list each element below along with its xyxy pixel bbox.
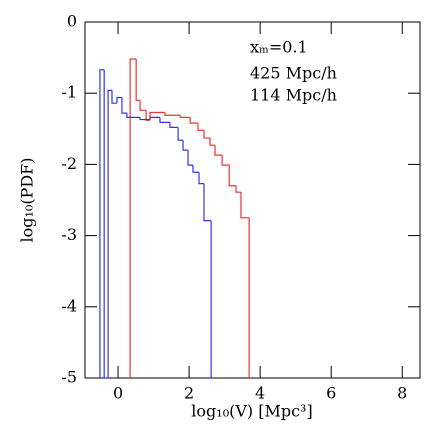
x-tick-label: 8 [397,384,407,403]
histogram-step [192,165,200,173]
histogram-step [111,90,117,104]
histogram-step [187,150,193,166]
histogram-step [169,122,179,128]
histogram-step [135,59,141,101]
y-tick-label: -3 [61,225,77,244]
legend-label: 425 Mpc/h [250,64,337,83]
x-tick-label: 6 [326,384,336,403]
histogram-step [159,117,170,123]
histogram-step [129,58,137,378]
histogram-step [179,115,191,119]
histogram-step [240,192,250,219]
histogram-step [203,130,211,139]
histogram-step [139,100,147,111]
histogram-step [116,96,122,104]
x-axis-label: log₁₀(V) [Mpc³] [191,402,312,421]
histogram-step [121,97,127,114]
histogram-step [214,145,223,156]
histogram-step [182,140,189,151]
histogram-step [107,89,112,378]
y-tick-label: -1 [61,83,77,102]
y-axis-label: log₁₀(PDF) [18,158,37,243]
y-tick-label: 0 [67,12,77,31]
histogram-step [149,116,160,120]
histogram-step [197,123,205,131]
x-tick-label: 2 [184,384,194,403]
annotation: xₘ=0.1 [250,38,308,57]
histogram-step [177,127,184,141]
histogram-step [198,172,205,185]
histogram-step [221,155,230,166]
x-tick-label: 0 [113,384,123,403]
histogram-step [235,185,241,193]
histogram-step [139,117,151,121]
y-tick-label: -5 [61,368,77,387]
y-tick-label: -2 [61,154,77,173]
histogram-step [189,117,198,124]
histogram-step [149,111,155,121]
legend-label: 114 Mpc/h [250,86,337,105]
y-tick-label: -4 [61,296,77,315]
histogram-step [99,69,105,378]
plot-frame [84,21,421,379]
histogram-step [203,183,212,222]
histogram-step [164,112,181,116]
histogram-step [103,69,109,379]
histogram-step [126,113,141,119]
histogram-step [145,110,151,121]
histogram-step [228,165,236,187]
x-tick-label: 4 [255,384,265,403]
histogram-step [209,138,216,146]
